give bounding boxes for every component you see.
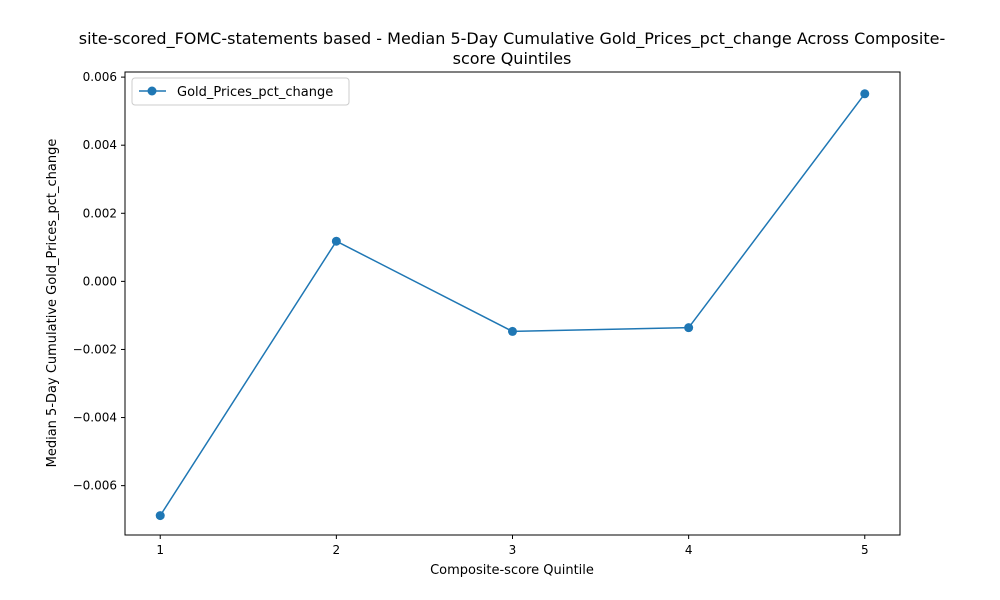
y-tick-label: −0.002 <box>73 342 117 356</box>
y-tick-label: 0.000 <box>83 274 117 288</box>
legend-box <box>131 77 350 106</box>
y-axis-label: Median 5-Day Cumulative Gold_Prices_pct_… <box>45 139 60 468</box>
y-tick-label: 0.004 <box>83 138 117 152</box>
x-axis-label: Composite-score Quintile <box>430 563 594 578</box>
x-tick-label: 1 <box>156 543 164 557</box>
data-point <box>155 511 165 521</box>
legend: Gold_Prices_pct_change <box>131 77 350 106</box>
data-point <box>331 236 341 246</box>
y-tick-label: 0.006 <box>83 70 117 84</box>
y-tick-label: −0.006 <box>73 479 117 493</box>
x-tick-label: 3 <box>509 543 517 557</box>
data-point <box>860 89 870 99</box>
legend-entry-label: Gold_Prices_pct_change <box>177 85 333 100</box>
data-point <box>684 323 694 333</box>
x-axis-ticks: 1 2 3 4 5 <box>156 535 869 557</box>
chart-title-line-2: score Quintiles <box>453 49 572 68</box>
x-tick-label: 2 <box>333 543 341 557</box>
series-layer <box>155 89 870 521</box>
chart-title-line-1: site-scored_FOMC-statements based - Medi… <box>79 29 945 49</box>
y-tick-label: −0.004 <box>73 411 117 425</box>
data-point <box>508 326 517 336</box>
y-axis-ticks: −0.006 −0.004 −0.002 0.000 0.002 0.004 0.006 <box>73 70 125 493</box>
x-tick-label: 5 <box>861 543 869 557</box>
x-tick-label: 4 <box>685 543 693 557</box>
plot-area: −0.006 −0.004 −0.002 0.000 0.002 0.004 0.006 1… <box>73 70 901 557</box>
y-tick-label: 0.002 <box>83 206 117 220</box>
legend-marker-swatch <box>147 86 157 96</box>
